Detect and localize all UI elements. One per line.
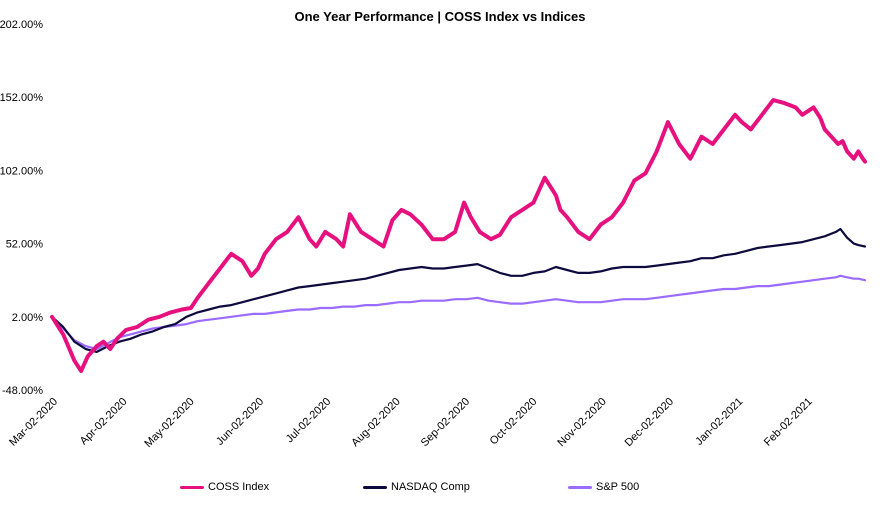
series-line-s-p-500: [50, 274, 867, 351]
x-axis: Mar-02-2020 Apr-02-2020 May-02-2020 Jun-02-…: [7, 396, 815, 450]
x-tick-label: Feb-02-2021: [762, 396, 815, 449]
x-tick-label: Jun-02-2020: [214, 396, 266, 448]
x-tick-label: Nov-02-2020: [555, 396, 608, 449]
y-tick-label: 2.00%: [12, 312, 43, 324]
x-tick-label: Apr-02-2020: [78, 396, 130, 448]
chart-title: One Year Performance | COSS Index vs Ind…: [294, 9, 586, 24]
y-tick-label: 152.00%: [0, 92, 43, 104]
y-tick-label: 52.00%: [6, 239, 44, 251]
x-tick-label: Sep-02-2020: [419, 396, 472, 449]
x-tick-label: Jan-02-2021: [693, 396, 745, 448]
series-lines: [50, 98, 867, 373]
x-tick-label: Dec-02-2020: [623, 396, 676, 449]
legend-label-sp-500: S&P 500: [596, 481, 640, 493]
y-tick-label: 102.00%: [0, 165, 43, 177]
x-tick-label: May-02-2020: [142, 396, 196, 450]
series-line-coss-index: [50, 98, 867, 373]
x-tick-label: Mar-02-2020: [7, 396, 60, 449]
legend-label-nasdaq-comp: NASDAQ Comp: [391, 481, 470, 493]
series-line-nasdaq-comp: [50, 227, 867, 353]
y-tick-label: 202.00%: [0, 19, 43, 31]
legend-swatch-sp-500: [568, 485, 592, 489]
y-tick-label: -48.00%: [2, 385, 43, 397]
legend-item-nasdaq-comp[interactable]: NASDAQ Comp: [363, 479, 470, 495]
legend-swatch-coss-index: [180, 485, 204, 489]
legend-item-sp-500[interactable]: S&P 500: [568, 479, 639, 495]
x-tick-label: Oct-02-2020: [488, 396, 540, 448]
x-tick-label: Aug-02-2020: [349, 396, 402, 449]
legend-swatch-nasdaq-comp: [363, 485, 387, 489]
x-tick-label: Jul-02-2020: [284, 396, 334, 446]
legend-label-coss-index: COSS Index: [208, 481, 270, 493]
legend-item-coss-index[interactable]: COSS Index: [180, 479, 269, 495]
y-axis: 202.00% 152.00% 102.00% 52.00% 2.00% -48.00%: [0, 19, 43, 397]
